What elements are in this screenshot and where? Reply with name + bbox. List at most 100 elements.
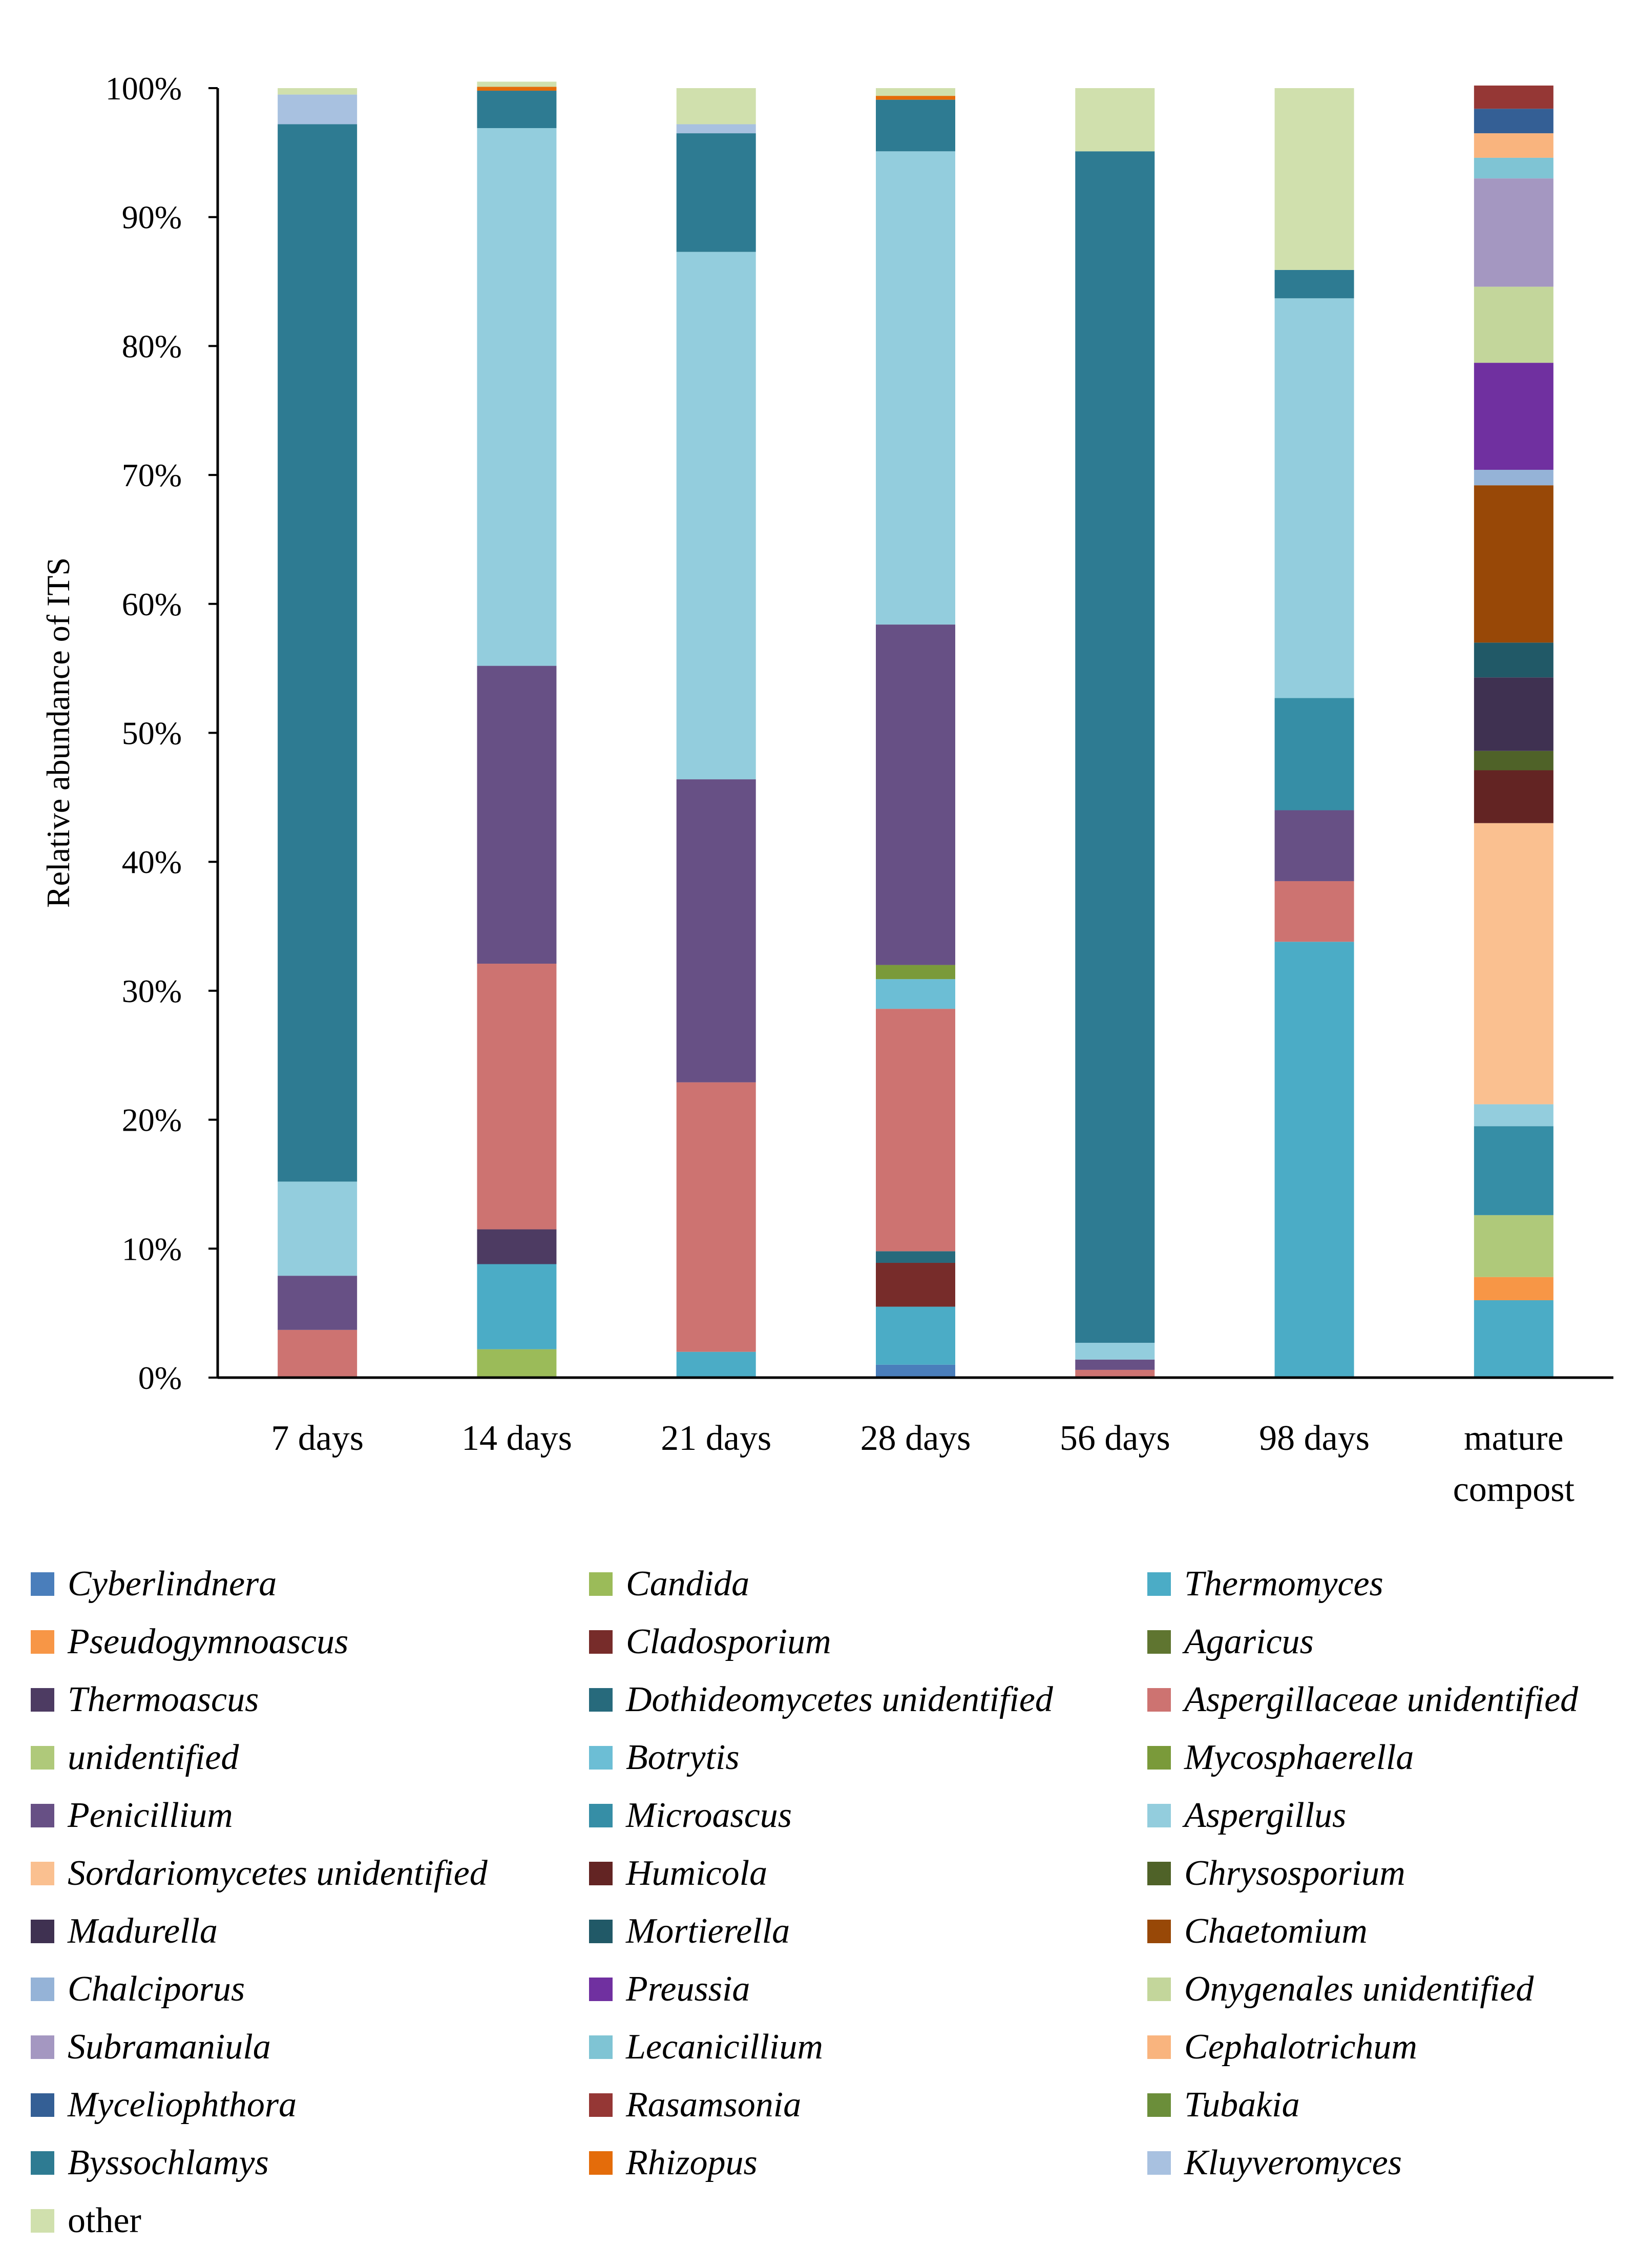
legend-label: Aspergillaceae unidentified xyxy=(1184,1679,1579,1719)
legend-swatch xyxy=(1147,1572,1171,1596)
bar-segment xyxy=(1474,178,1553,287)
legend-swatch xyxy=(31,1630,54,1654)
bar-segment xyxy=(1274,269,1354,299)
bar-segment xyxy=(876,979,955,1009)
bar-segment xyxy=(1474,85,1553,109)
legend-label: Aspergillus xyxy=(1184,1795,1347,1835)
legend-label: Humicola xyxy=(626,1853,768,1893)
bar-segment xyxy=(1474,770,1553,823)
legend-swatch xyxy=(31,1745,54,1770)
bar-segment xyxy=(278,88,358,95)
bar-segment xyxy=(676,133,756,252)
axes xyxy=(216,88,1613,1379)
x-category-label: 98 days xyxy=(1259,1419,1370,1458)
legend-label: Subramaniula xyxy=(68,2027,271,2067)
legend-label: Chaetomium xyxy=(1184,1911,1368,1951)
legend-swatch xyxy=(589,1688,613,1712)
y-tick-label: 20% xyxy=(122,1102,182,1138)
bar-segment xyxy=(876,625,955,965)
bar-segment xyxy=(1274,810,1354,881)
legend-swatch xyxy=(1147,1861,1171,1885)
x-category-labels: 7 days 14 days 21 days 28 days 56 days 98 day… xyxy=(271,1419,1574,1509)
legend-item: Microascus xyxy=(589,1786,1147,1844)
legend-label: Tubakia xyxy=(1184,2085,1300,2125)
legend-swatch xyxy=(589,1977,613,2001)
x-category-label: 28 days xyxy=(860,1419,971,1458)
bar-segment xyxy=(1274,298,1354,698)
bar-segment xyxy=(876,965,955,980)
legend-item: Subramaniula xyxy=(31,2018,589,2076)
legend-label: Chrysosporium xyxy=(1184,1853,1405,1893)
legend-label: Dothideomycetes unidentified xyxy=(626,1679,1053,1719)
x-category-label: mature compost xyxy=(1453,1419,1575,1509)
legend-swatch xyxy=(589,1630,613,1654)
bar-segment xyxy=(278,1181,358,1276)
legend-swatch xyxy=(1147,2035,1171,2059)
legend-label: Microascus xyxy=(626,1795,792,1835)
bar-segment xyxy=(477,964,557,1230)
legend-label: Thermomyces xyxy=(1184,1564,1383,1604)
legend-label: unidentified xyxy=(68,1737,239,1777)
legend-label: Botrytis xyxy=(626,1737,740,1777)
legend-label: Agaricus xyxy=(1184,1621,1314,1661)
bar-segment xyxy=(477,665,557,964)
legend-item: Aspergillus xyxy=(1147,1786,1629,1844)
legend-item: Kluyveromyces xyxy=(1147,2134,1629,2192)
bar-segment xyxy=(876,1251,955,1263)
bar-segment xyxy=(1474,363,1553,470)
legend-item: Penicillium xyxy=(31,1786,589,1844)
bar-stacks xyxy=(278,81,1553,1378)
bar-segment xyxy=(1474,1277,1553,1300)
legend-label: Byssochlamys xyxy=(68,2142,269,2182)
legend-swatch xyxy=(1147,1977,1171,2001)
legend-swatch xyxy=(31,1977,54,2001)
bar-segment xyxy=(1474,485,1553,643)
legend-item: Chaetomium xyxy=(1147,1902,1629,1960)
legend-item: Chalciporus xyxy=(31,1960,589,2018)
bar-segment xyxy=(1274,942,1354,1378)
legend: Cyberlindnera Candida Thermomyces Pseudogym… xyxy=(31,1555,1629,2250)
bar-segment xyxy=(876,1306,955,1365)
bar-segment xyxy=(1474,470,1553,486)
legend-swatch xyxy=(31,2151,54,2175)
bar-segment xyxy=(1474,1104,1553,1127)
legend-swatch xyxy=(1147,2093,1171,2117)
bar-segment xyxy=(1274,88,1354,270)
legend-item: Thermoascus xyxy=(31,1671,589,1729)
legend-label: Kluyveromyces xyxy=(1184,2142,1402,2182)
bar-segment xyxy=(1075,151,1155,1343)
legend-item: Sordariomycetes unidentified xyxy=(31,1844,589,1902)
bar-segment xyxy=(278,94,358,124)
legend-item: Agaricus xyxy=(1147,1613,1629,1671)
bar-segment xyxy=(477,128,557,666)
legend-swatch xyxy=(589,1803,613,1827)
y-tick-label: 70% xyxy=(122,457,182,493)
legend-item: Mortierella xyxy=(589,1902,1147,1960)
y-tick-label: 80% xyxy=(122,328,182,364)
bar-segment xyxy=(1474,1215,1553,1277)
bar-segment xyxy=(876,1009,955,1252)
bar-segment xyxy=(1474,642,1553,678)
legend-swatch xyxy=(589,2093,613,2117)
legend-swatch xyxy=(589,2035,613,2059)
legend-label: Mycosphaerella xyxy=(1184,1737,1414,1777)
legend-label: Rhizopus xyxy=(626,2142,758,2182)
bar-segment xyxy=(278,124,358,1182)
legend-label: Onygenales unidentified xyxy=(1184,1969,1534,2009)
bar-segment xyxy=(1474,1300,1553,1378)
legend-swatch xyxy=(1147,2151,1171,2175)
legend-item: Cephalotrichum xyxy=(1147,2018,1629,2076)
legend-swatch xyxy=(31,2093,54,2117)
x-category-label: 56 days xyxy=(1060,1419,1170,1458)
legend-swatch xyxy=(1147,1630,1171,1654)
bar-segment xyxy=(1274,881,1354,942)
bar-segment xyxy=(876,96,955,100)
legend-item: other xyxy=(31,2192,589,2250)
legend-item: Cyberlindnera xyxy=(31,1555,589,1613)
legend-swatch xyxy=(589,1861,613,1885)
stacked-bar-chart: 0% 10% 20% 30% 40% 50% 60% 70% 80% 90% 100% 7 days… xyxy=(40,70,1613,1509)
legend-swatch xyxy=(589,1919,613,1943)
legend-item: Chrysosporium xyxy=(1147,1844,1629,1902)
bar-segment xyxy=(676,252,756,780)
legend-swatch xyxy=(31,2035,54,2059)
